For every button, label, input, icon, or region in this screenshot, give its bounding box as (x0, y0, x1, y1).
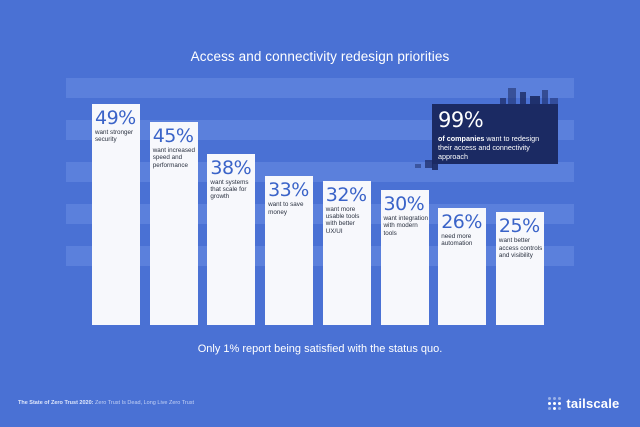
bar: 25% want better access controls and visib… (495, 212, 544, 325)
bar-category-label: want more usable tools with better UX/UI (325, 205, 360, 235)
bar-value-label: 49% (95, 107, 136, 129)
bar: 38% want systems that scale for growth (207, 153, 256, 325)
brand-logo: tailscale (548, 396, 619, 411)
source-subtitle: Zero Trust Is Dead, Long Live Zero Trust (93, 400, 195, 406)
pixel-block (520, 92, 526, 104)
pixel-block (500, 98, 506, 104)
pixel-block (530, 96, 540, 104)
chart-subtitle: Only 1% report being satisfied with the … (197, 343, 443, 355)
bar-value-label: 32% (325, 183, 367, 206)
bar-value-label: 33% (268, 179, 309, 202)
bar: 26% need more automation (438, 207, 487, 325)
callout-box: 99% of companies want to redesign their … (432, 104, 558, 164)
bar: 32% want more usable tools with better UX… (322, 180, 371, 325)
grid-stripe (66, 162, 574, 182)
bar: 49% want stronger security (92, 104, 140, 325)
bar-category-label: want better access controls and visibili… (498, 237, 543, 260)
bar-category-label: want systems that scale for growth (210, 178, 249, 201)
bar: 30% want integration with modern tools (380, 189, 429, 325)
bar-value-label: 30% (383, 192, 425, 215)
bar-category-label: want increased speed and performance (152, 147, 196, 169)
bar-category-label: want stronger security (95, 129, 134, 144)
pixel-block (550, 98, 558, 104)
tailscale-dots-icon (548, 396, 562, 411)
bar: 45% want increased speed and performance (149, 122, 198, 325)
bar-value-label: 38% (210, 156, 252, 179)
pixel-block (425, 160, 433, 168)
callout-value: 99% (438, 108, 484, 132)
pixel-block (415, 164, 421, 168)
bar-category-label: want to save money (268, 201, 304, 216)
bar: 33% want to save money (265, 176, 314, 325)
pixel-block (542, 90, 548, 104)
bar-value-label: 45% (152, 125, 194, 148)
callout-text: of companies want to redesign their acce… (438, 134, 552, 161)
bar-value-label: 25% (498, 215, 540, 238)
pixel-block (508, 88, 516, 104)
brand-name: tailscale (566, 396, 620, 411)
source-footer: The State of Zero Trust 2020: Zero Trust… (18, 400, 194, 406)
grid-stripe (66, 78, 574, 98)
bar-category-label: want integration with modern tools (383, 214, 428, 237)
bar-category-label: need more automation (441, 232, 473, 248)
source-title: The State of Zero Trust 2020: (18, 400, 94, 406)
bar-value-label: 26% (441, 210, 482, 233)
pixel-block (432, 164, 438, 170)
chart-title: Access and connectivity redesign priorit… (190, 49, 450, 64)
callout-text-rest: want to redesign their access and connec… (438, 134, 540, 161)
callout-text-bold: of companies (438, 134, 485, 143)
